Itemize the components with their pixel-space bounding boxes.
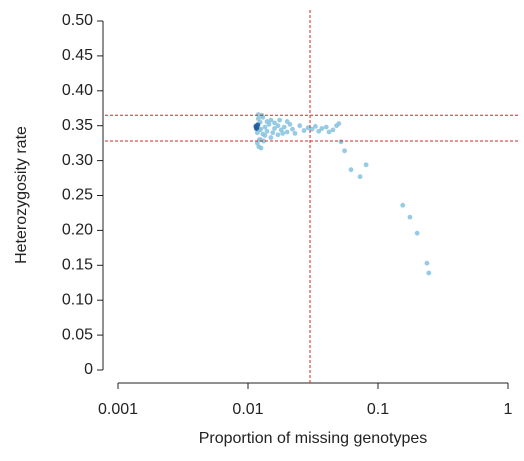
- point: [281, 124, 287, 130]
- point: [261, 138, 267, 144]
- y-tick-label: 0.50: [62, 12, 93, 29]
- point: [264, 128, 270, 134]
- y-tick-label: 0.15: [62, 257, 93, 274]
- y-tick-label: 0.25: [62, 187, 93, 204]
- point: [305, 125, 311, 131]
- point: [284, 119, 290, 124]
- point: [292, 130, 298, 136]
- point: [272, 120, 277, 126]
- point: [284, 129, 290, 135]
- y-tick-label: 0.30: [62, 152, 93, 169]
- point: [264, 119, 270, 124]
- y-tick-label: 0.20: [62, 222, 93, 239]
- point: [336, 121, 342, 127]
- point: [309, 126, 315, 132]
- point: [297, 123, 303, 129]
- point: [290, 126, 295, 132]
- point: [301, 128, 307, 133]
- y-tick-label: 0.05: [62, 326, 93, 343]
- point: [407, 214, 413, 220]
- point: [275, 132, 281, 138]
- point: [348, 167, 354, 173]
- point: [414, 230, 420, 236]
- y-tick-label: 0.40: [62, 82, 93, 99]
- point: [272, 126, 277, 131]
- point: [426, 270, 432, 276]
- y-tick-label: 0.10: [62, 291, 93, 308]
- point: [277, 117, 282, 123]
- point: [400, 202, 406, 208]
- point: [313, 123, 318, 129]
- point: [319, 126, 325, 131]
- point: [255, 112, 261, 117]
- x-tick-label: 1: [504, 401, 513, 418]
- y-tick-label: 0.45: [62, 47, 93, 64]
- point: [357, 174, 363, 180]
- point: [268, 117, 274, 123]
- point: [275, 123, 281, 129]
- y-tick-label: 0: [84, 361, 93, 378]
- point: [270, 130, 276, 136]
- point: [262, 124, 268, 130]
- x-tick-label: 0.001: [98, 401, 138, 418]
- point: [363, 162, 369, 168]
- point: [258, 145, 264, 151]
- x-tick-label: 0.1: [367, 401, 389, 418]
- point: [253, 126, 259, 131]
- point: [330, 127, 336, 133]
- point: [260, 114, 266, 120]
- y-tick-label: 0.35: [62, 117, 93, 134]
- x-tick-label: 0.01: [232, 401, 263, 418]
- point: [342, 148, 347, 154]
- point: [280, 130, 286, 136]
- point: [268, 135, 274, 140]
- point: [424, 260, 430, 266]
- x-axis-label: Proportion of missing genotypes: [199, 430, 428, 447]
- point: [316, 128, 322, 134]
- y-axis-label: Heterozygosity rate: [13, 126, 30, 264]
- point: [323, 124, 329, 130]
- point: [326, 129, 332, 135]
- point: [338, 139, 344, 145]
- point: [262, 133, 268, 138]
